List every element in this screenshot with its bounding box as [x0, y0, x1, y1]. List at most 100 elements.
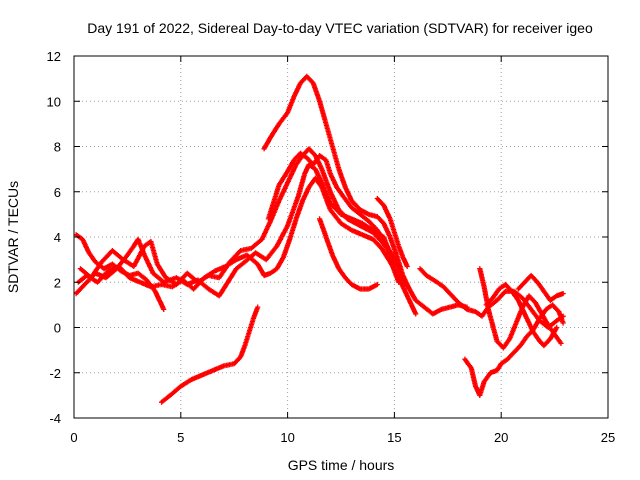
data-point: [381, 220, 393, 239]
data-point: [500, 337, 512, 351]
data-point: [255, 304, 261, 310]
data-point: [317, 216, 329, 239]
data-point: [79, 236, 91, 255]
y-tick-label: 12: [47, 49, 61, 64]
data-point: [547, 294, 559, 303]
y-tick-label: 2: [54, 275, 61, 290]
data-point: [494, 362, 504, 374]
data-point: [528, 272, 539, 284]
data-point: [255, 261, 266, 277]
data-point: [477, 266, 487, 288]
chart-title: Day 191 of 2022, Sidereal Day-to-day VTE…: [87, 20, 593, 36]
data-point: [73, 283, 87, 297]
data-point: [387, 259, 401, 279]
data-point: [116, 263, 132, 280]
data-point: [287, 217, 299, 242]
data-point: [270, 183, 282, 208]
data-point: [274, 224, 290, 249]
data-point: [246, 317, 256, 335]
data-point: [361, 225, 375, 235]
y-tick-label: 6: [54, 185, 61, 200]
data-point: [131, 244, 147, 269]
data-point: [374, 214, 386, 225]
data-point: [554, 324, 560, 331]
data-point: [383, 241, 397, 261]
data-point: [233, 260, 247, 272]
data-point: [413, 297, 426, 309]
x-tick-label: 0: [70, 430, 77, 445]
y-tick-label: 8: [54, 140, 61, 155]
data-point: [387, 234, 399, 257]
data-point: [379, 245, 392, 264]
data-point: [398, 270, 410, 288]
data-point: [267, 267, 279, 276]
data-point: [447, 291, 460, 305]
series-arc-k: [462, 302, 566, 398]
data-point: [336, 266, 347, 279]
data-point: [402, 288, 414, 307]
data-point: [161, 306, 167, 312]
data-point: [507, 321, 519, 342]
data-point: [408, 302, 418, 316]
data-point: [317, 98, 329, 125]
data-point: [304, 73, 315, 85]
data-point: [295, 172, 307, 199]
data-point: [319, 184, 333, 211]
data-point: [440, 284, 452, 295]
series-arc-h: [374, 195, 410, 270]
data-point: [481, 371, 493, 385]
data-point: [336, 166, 348, 189]
x-tick-label: 10: [280, 430, 294, 445]
series-arc-f: [265, 150, 410, 290]
data-point: [276, 181, 290, 204]
data-point: [413, 311, 419, 317]
data-point: [124, 244, 136, 258]
data-point: [342, 275, 354, 286]
data-point: [154, 261, 168, 280]
data-point: [517, 335, 529, 349]
data-point: [276, 111, 290, 127]
data-point: [86, 250, 97, 264]
data-point: [485, 306, 495, 327]
data-point: [494, 289, 507, 303]
data-marks: [73, 73, 566, 405]
data-point: [336, 207, 349, 221]
data-point: [178, 377, 193, 389]
y-tick-label: -2: [49, 366, 61, 381]
y-tick-label: -4: [49, 411, 61, 426]
data-point: [216, 280, 230, 299]
data-point: [244, 252, 260, 266]
y-tick-label: 10: [47, 94, 61, 109]
data-point: [148, 238, 160, 266]
data-point: [334, 184, 345, 198]
data-point: [404, 263, 410, 270]
data-point: [515, 297, 525, 311]
data-point: [99, 249, 114, 265]
data-point: [327, 207, 343, 225]
data-point: [534, 279, 546, 293]
data-point: [306, 146, 317, 157]
data-point: [423, 272, 439, 284]
data-point: [223, 257, 238, 269]
data-point: [541, 337, 552, 349]
data-point: [291, 81, 303, 100]
data-point: [323, 121, 335, 148]
data-point: [396, 275, 407, 293]
data-point: [338, 220, 353, 232]
data-point: [109, 248, 125, 262]
x-axis-label: GPS time / hours: [288, 457, 395, 473]
data-point: [285, 195, 301, 229]
data-point: [374, 281, 380, 288]
data-point: [349, 205, 362, 216]
series-arc-e: [261, 73, 470, 317]
data-point: [159, 393, 172, 405]
data-point: [191, 276, 206, 292]
data-point: [490, 287, 501, 301]
x-tick-label: 25: [601, 430, 615, 445]
data-point: [434, 279, 445, 289]
series-arc-d: [75, 175, 419, 317]
data-point: [340, 193, 354, 209]
data-point: [524, 315, 536, 334]
data-point: [267, 122, 281, 140]
